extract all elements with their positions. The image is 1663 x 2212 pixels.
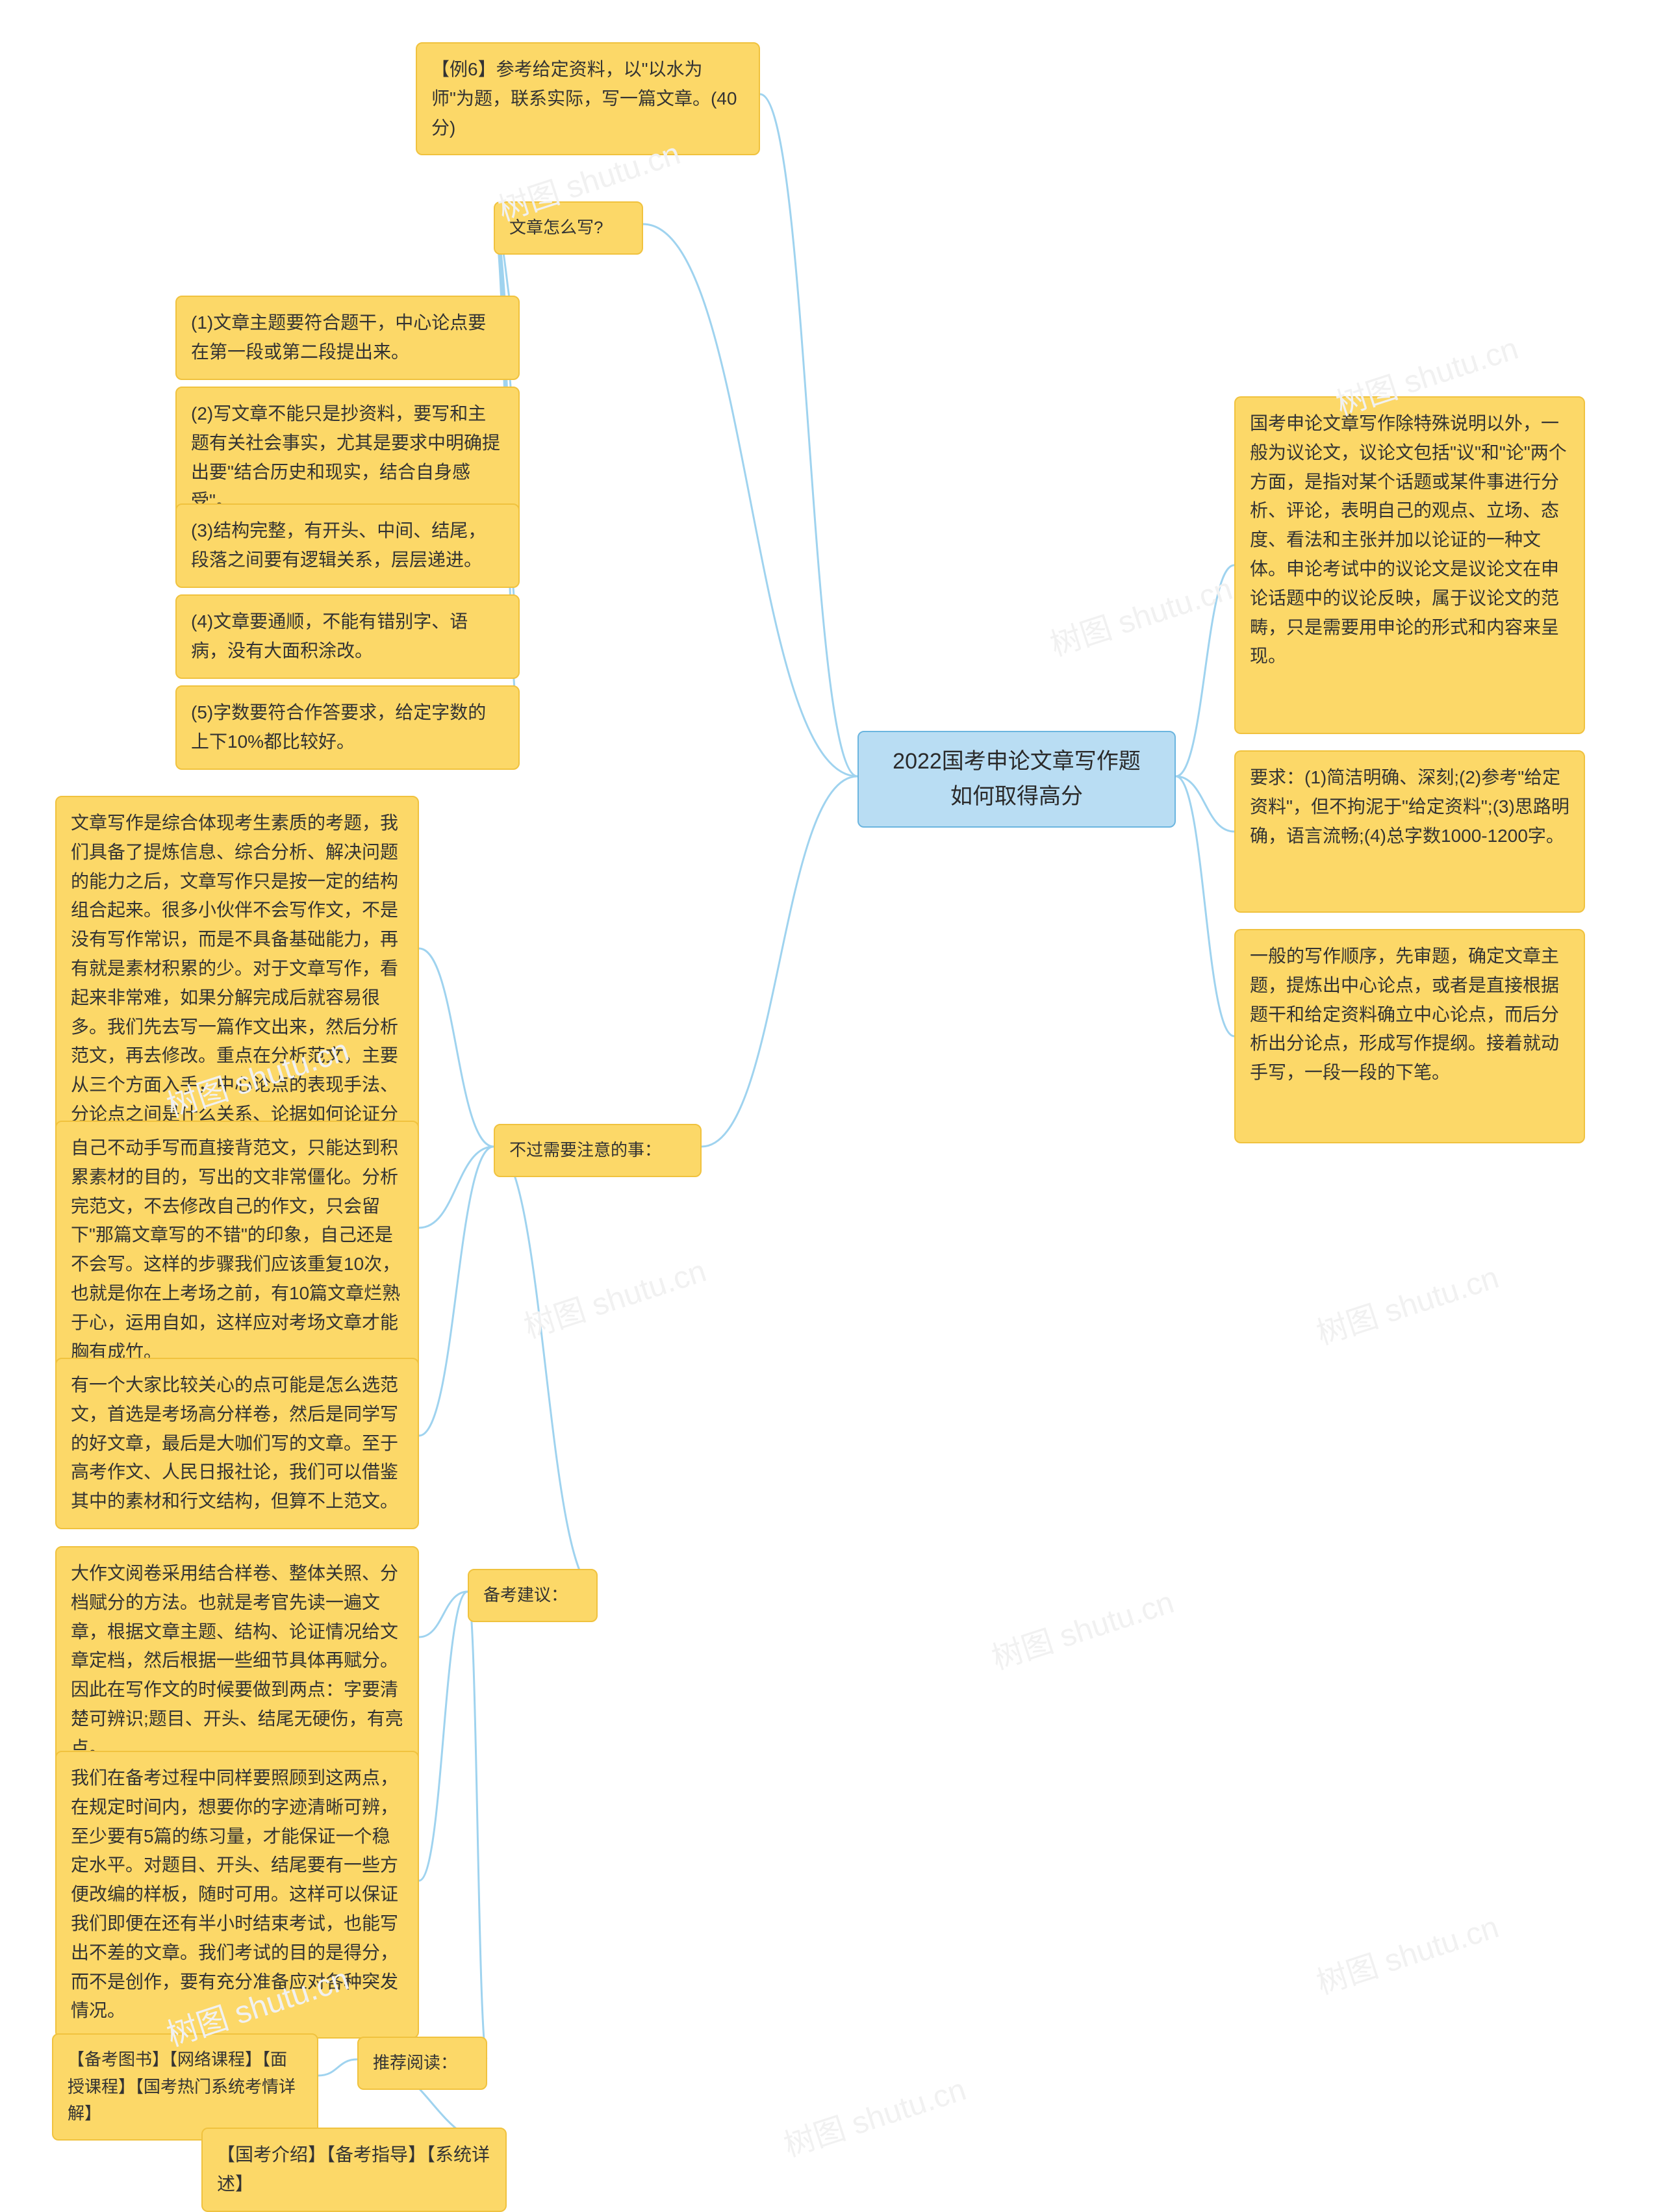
node-p2[interactable]: 我们在备考过程中同样要照顾到这两点，在规定时间内，想要你的字迹清晰可辨，至少要有… — [55, 1751, 419, 2039]
node-text: 【例6】参考给定资料，以"以水为师"为题，联系实际，写一篇文章。(40分) — [431, 59, 737, 138]
node-text: (2)写文章不能只是抄资料，要写和主题有关社会事实，尤其是要求中明确提出要"结合… — [191, 403, 500, 511]
node-text: 有一个大家比较关心的点可能是怎么选范文，首选是考场高分样卷，然后是同学写的好文章… — [71, 1375, 398, 1511]
node-text: (4)文章要通顺，不能有错别字、语病，没有大面积涂改。 — [191, 611, 468, 661]
watermark: 树图 shutu.cn — [1310, 1252, 1503, 1353]
node-text: 【备考图书】【网络课程】【面授课程】【国考热门系统考情详解】 — [68, 2050, 296, 2123]
node-text: 国考申论文章写作除特殊说明以外，一般为议论文，议论文包括"议"和"论"两个方面，… — [1250, 413, 1567, 666]
node-text: 文章写作是综合体现考生素质的考题，我们具备了提炼信息、综合分析、解决问题的能力之… — [71, 813, 398, 1153]
node-text: 2022国考申论文章写作题 如何取得高分 — [893, 749, 1141, 809]
watermark: 树图 shutu.cn — [517, 1245, 711, 1347]
node-text: 推荐阅读： — [373, 2053, 457, 2072]
node-l_ex6[interactable]: 【例6】参考给定资料，以"以水为师"为题，联系实际，写一篇文章。(40分) — [416, 42, 760, 155]
node-n3[interactable]: 有一个大家比较关心的点可能是怎么选范文，首选是考场高分样卷，然后是同学写的好文章… — [55, 1358, 419, 1529]
watermark: 树图 shutu.cn — [777, 2064, 971, 2165]
node-text: (1)文章主题要符合题干，中心论点要在第一段或第二段提出来。 — [191, 312, 486, 362]
node-text: 文章怎么写? — [509, 218, 603, 237]
node-text: 一般的写作顺序，先审题，确定文章主题，提炼出中心论点，或者是直接根据题干和给定资… — [1250, 946, 1559, 1082]
node-root[interactable]: 2022国考申论文章写作题 如何取得高分 — [857, 731, 1176, 828]
node-h3[interactable]: (3)结构完整，有开头、中间、结尾，段落之间要有逻辑关系，层层递进。 — [175, 503, 520, 588]
node-l_rec[interactable]: 推荐阅读： — [357, 2037, 487, 2090]
node-text: 我们在备考过程中同样要照顾到这两点，在规定时间内，想要你的字迹清晰可辨，至少要有… — [71, 1768, 398, 2020]
node-h1[interactable]: (1)文章主题要符合题干，中心论点要在第一段或第二段提出来。 — [175, 296, 520, 380]
node-r3[interactable]: 一般的写作顺序，先审题，确定文章主题，提炼出中心论点，或者是直接根据题干和给定资… — [1234, 929, 1585, 1143]
node-text: 不过需要注意的事： — [509, 1140, 661, 1160]
node-text: 【国考介绍】【备考指导】【系统详述】 — [217, 2144, 490, 2194]
node-text: (5)字数要符合作答要求，给定字数的上下10%都比较好。 — [191, 702, 486, 752]
node-text: 要求：(1)简洁明确、深刻;(2)参考"给定资料"，但不拘泥于"给定资料";(3… — [1250, 767, 1569, 846]
watermark: 树图 shutu.cn — [985, 1577, 1178, 1678]
node-rec2[interactable]: 【国考介绍】【备考指导】【系统详述】 — [201, 2128, 507, 2212]
node-r2[interactable]: 要求：(1)简洁明确、深刻;(2)参考"给定资料"，但不拘泥于"给定资料";(3… — [1234, 750, 1585, 913]
watermark: 树图 shutu.cn — [1043, 563, 1237, 665]
node-h5[interactable]: (5)字数要符合作答要求，给定字数的上下10%都比较好。 — [175, 685, 520, 770]
node-l_prep[interactable]: 备考建议： — [468, 1569, 598, 1622]
node-h4[interactable]: (4)文章要通顺，不能有错别字、语病，没有大面积涂改。 — [175, 594, 520, 679]
node-p1[interactable]: 大作文阅卷采用结合样卷、整体关照、分档赋分的方法。也就是考官先读一遍文章，根据文… — [55, 1546, 419, 1776]
node-text: 备考建议： — [483, 1585, 568, 1605]
node-text: 大作文阅卷采用结合样卷、整体关照、分档赋分的方法。也就是考官先读一遍文章，根据文… — [71, 1563, 403, 1758]
node-l_how[interactable]: 文章怎么写? — [494, 201, 643, 255]
node-n1[interactable]: 文章写作是综合体现考生素质的考题，我们具备了提炼信息、综合分析、解决问题的能力之… — [55, 796, 419, 1171]
node-r1[interactable]: 国考申论文章写作除特殊说明以外，一般为议论文，议论文包括"议"和"论"两个方面，… — [1234, 396, 1585, 734]
node-text: (3)结构完整，有开头、中间、结尾，段落之间要有逻辑关系，层层递进。 — [191, 520, 486, 570]
node-n2[interactable]: 自己不动手写而直接背范文，只能达到积累素材的目的，写出的文非常僵化。分析完范文，… — [55, 1121, 419, 1379]
node-l_note[interactable]: 不过需要注意的事： — [494, 1124, 702, 1177]
watermark: 树图 shutu.cn — [1310, 1901, 1503, 2003]
node-rec1[interactable]: 【备考图书】【网络课程】【面授课程】【国考热门系统考情详解】 — [52, 2033, 318, 2141]
node-text: 自己不动手写而直接背范文，只能达到积累素材的目的，写出的文非常僵化。分析完范文，… — [71, 1138, 400, 1362]
